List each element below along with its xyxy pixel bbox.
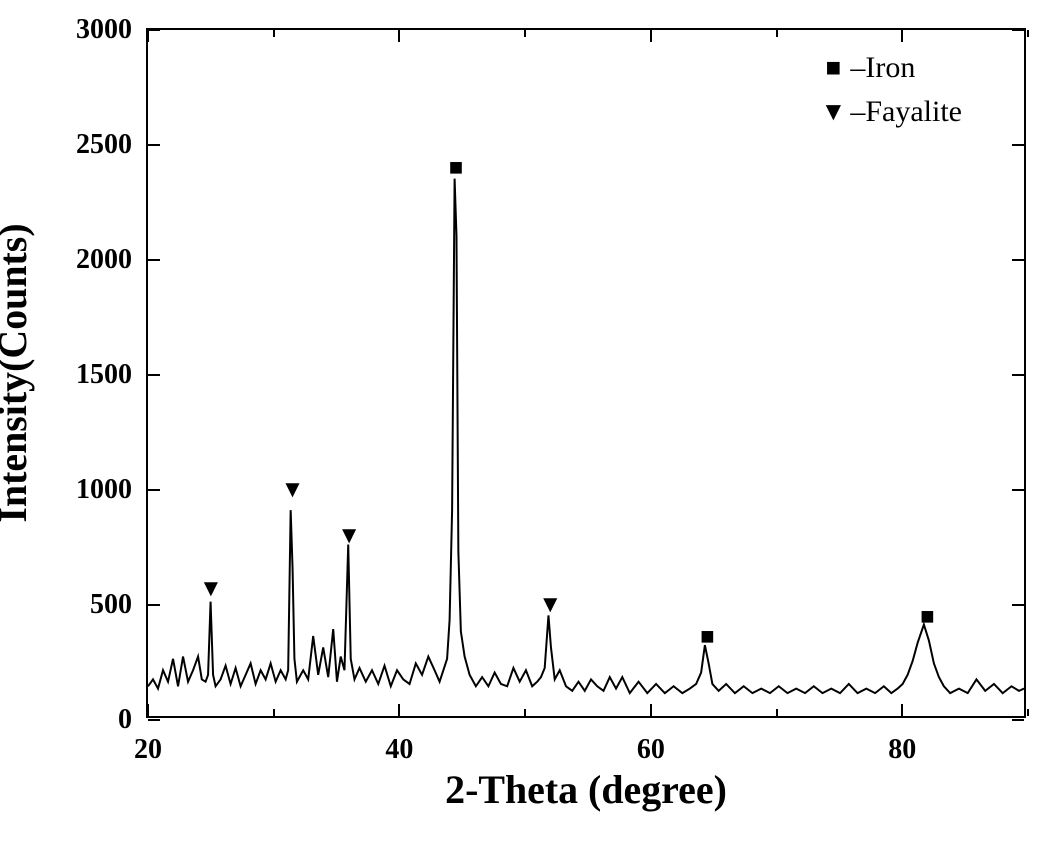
x-axis-title: 2-Theta (degree)	[445, 766, 727, 813]
plot-area: ▼▼▼■▼■■ ■ –Iron ▼ –Fayalite 204060800500…	[146, 28, 1026, 718]
down-triangle-icon: ▼	[199, 577, 223, 601]
down-triangle-icon: ▼	[281, 478, 305, 502]
square-icon: ■	[816, 55, 850, 81]
down-triangle-icon: ▼	[538, 593, 562, 617]
square-icon: ■	[700, 625, 715, 649]
legend-item-fayalite: ▼ –Fayalite	[816, 90, 962, 134]
square-icon: ■	[449, 156, 464, 180]
x-tick-label: 60	[637, 734, 665, 766]
square-icon: ■	[920, 605, 935, 629]
down-triangle-icon: ▼	[816, 99, 850, 125]
y-tick-label: 3000	[76, 14, 132, 46]
legend-label: –Fayalite	[850, 95, 962, 129]
x-tick-label: 20	[134, 734, 162, 766]
down-triangle-icon: ▼	[337, 524, 361, 548]
legend: ■ –Iron ▼ –Fayalite	[816, 46, 962, 134]
legend-label: –Iron	[850, 51, 915, 85]
xrd-chart: ▼ ▼ ▼ ■ ▼ ■ ■ ■ –Iron ▼ –Fayalite 20 40 60 80 0 500…	[0, 0, 1049, 847]
y-tick-label: 2000	[76, 244, 132, 276]
legend-item-iron: ■ –Iron	[816, 46, 962, 90]
y-axis-title: Intensity(Counts)	[0, 223, 36, 522]
y-tick-label: 1500	[76, 359, 132, 391]
x-tick-label: 80	[888, 734, 916, 766]
y-tick-label: 500	[90, 589, 132, 621]
xrd-polyline	[148, 179, 1024, 694]
y-tick-label: 2500	[76, 129, 132, 161]
y-tick-label: 0	[118, 704, 132, 736]
x-tick-label: 40	[385, 734, 413, 766]
y-tick-label: 1000	[76, 474, 132, 506]
